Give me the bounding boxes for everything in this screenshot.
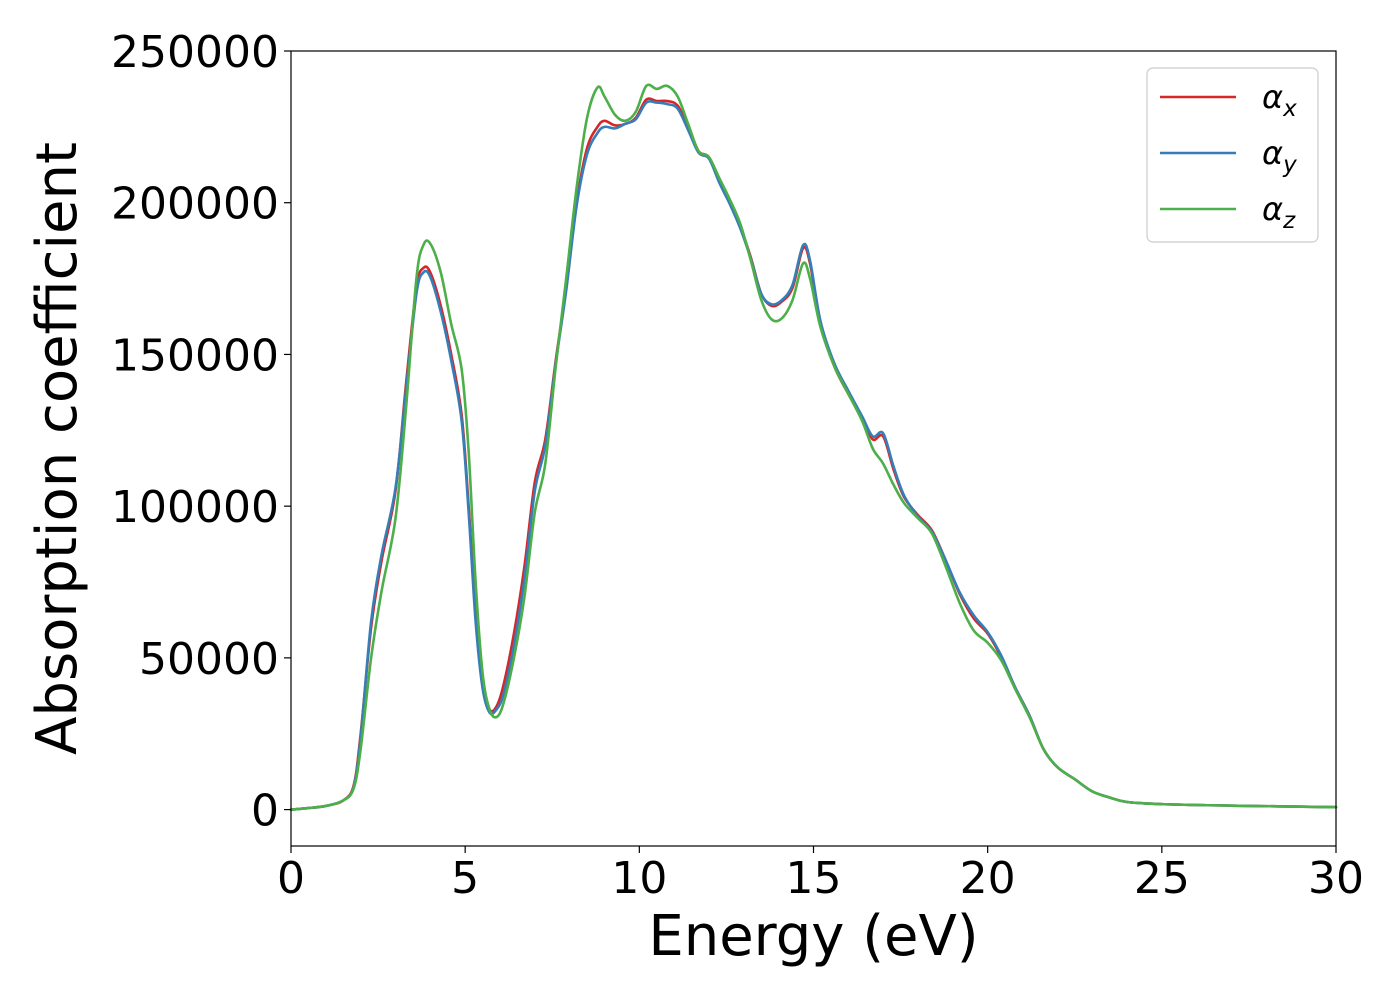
- y-tick-label: 0: [251, 786, 279, 837]
- legend-label-z: αz: [1262, 190, 1296, 234]
- y-tick-label: 150000: [111, 330, 279, 381]
- y-axis-label: Absorption coefficient: [25, 142, 90, 755]
- legend-label-subscript: x: [1282, 96, 1297, 122]
- x-tick-label: 20: [960, 853, 1016, 904]
- series-line-x: [289, 97, 1338, 811]
- legend-label-base: α: [1262, 190, 1283, 228]
- y-tick-label: 100000: [111, 482, 279, 533]
- series-lines: [289, 83, 1338, 811]
- y-tick-label: 200000: [111, 179, 279, 230]
- series-line-y: [289, 99, 1338, 811]
- y-tick-label: 50000: [139, 634, 279, 685]
- x-tick-label: 5: [451, 853, 479, 904]
- legend-label-base: α: [1262, 78, 1283, 116]
- x-tick-label: 10: [611, 853, 667, 904]
- y-tick-label: 250000: [111, 27, 279, 78]
- series-line-z: [289, 83, 1338, 811]
- legend-label-y: αy: [1262, 134, 1297, 178]
- legend-label-subscript: z: [1282, 208, 1296, 234]
- legend-label-base: α: [1262, 134, 1283, 172]
- x-tick-label: 0: [277, 853, 305, 904]
- x-tick-label: 25: [1134, 853, 1190, 904]
- x-axis-ticks: 0 5 10 15 20 25 30: [277, 846, 1364, 904]
- legend-label-x: αx: [1262, 78, 1297, 122]
- y-axis-ticks: 0 50000 100000 150000 200000 250000: [111, 27, 291, 837]
- x-tick-label: 30: [1308, 853, 1364, 904]
- legend-label-subscript: y: [1282, 152, 1297, 178]
- x-axis-label: Energy (eV): [648, 904, 978, 969]
- legend-frame: [1146, 67, 1319, 243]
- x-tick-label: 15: [786, 853, 842, 904]
